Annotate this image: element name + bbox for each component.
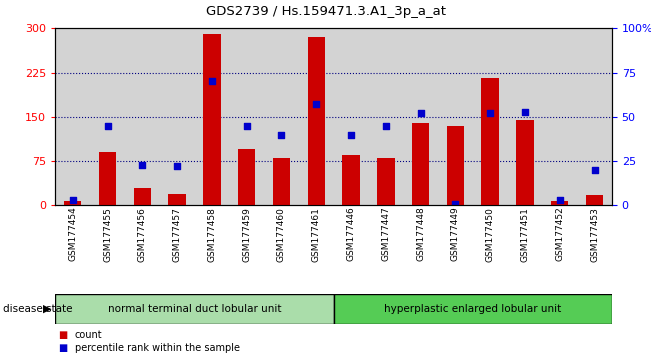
Point <box>68 197 78 203</box>
Bar <box>447 126 464 205</box>
Bar <box>169 194 186 205</box>
Text: ■: ■ <box>59 330 68 339</box>
Bar <box>307 37 325 205</box>
Bar <box>551 201 568 205</box>
Point <box>555 197 565 203</box>
Text: ▶: ▶ <box>43 304 52 314</box>
Text: hyperplastic enlarged lobular unit: hyperplastic enlarged lobular unit <box>384 304 561 314</box>
Bar <box>586 195 603 205</box>
Bar <box>133 188 151 205</box>
Bar <box>333 294 612 324</box>
Text: GDS2739 / Hs.159471.3.A1_3p_a_at: GDS2739 / Hs.159471.3.A1_3p_a_at <box>206 5 445 18</box>
Point <box>415 110 426 116</box>
Bar <box>55 294 333 324</box>
Bar <box>99 152 117 205</box>
Point <box>276 132 286 137</box>
Bar <box>238 149 255 205</box>
Text: percentile rank within the sample: percentile rank within the sample <box>75 343 240 353</box>
Point <box>485 110 495 116</box>
Point <box>242 123 252 129</box>
Point <box>381 123 391 129</box>
Bar <box>64 201 81 205</box>
Bar <box>516 120 534 205</box>
Text: ■: ■ <box>59 343 68 353</box>
Point <box>450 201 461 206</box>
Point <box>519 109 530 114</box>
Point <box>172 164 182 169</box>
Point <box>589 167 600 173</box>
Bar <box>377 158 395 205</box>
Text: disease state: disease state <box>3 304 73 314</box>
Text: count: count <box>75 330 102 339</box>
Bar <box>203 34 221 205</box>
Point <box>346 132 356 137</box>
Point <box>206 79 217 84</box>
Point <box>102 123 113 129</box>
Bar <box>342 155 360 205</box>
Point <box>137 162 148 167</box>
Bar <box>482 79 499 205</box>
Text: normal terminal duct lobular unit: normal terminal duct lobular unit <box>107 304 281 314</box>
Bar <box>273 158 290 205</box>
Point <box>311 102 322 107</box>
Bar <box>412 123 429 205</box>
